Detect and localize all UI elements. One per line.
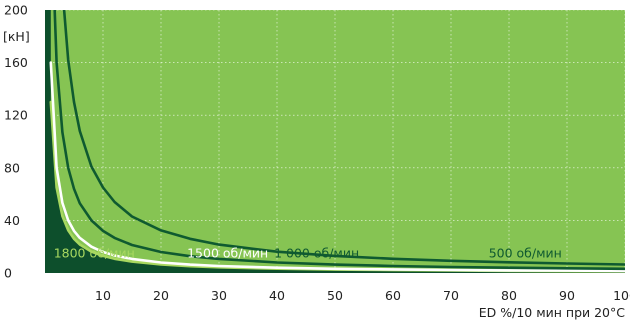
x-tick-label-9: 100 (613, 288, 630, 303)
x-tick-label-1: 20 (153, 288, 169, 303)
series-line-2 (53, 10, 625, 271)
x-tick-label-3: 40 (269, 288, 285, 303)
y-tick-label-5: 200 (4, 3, 28, 18)
y-tick-label-3: 120 (4, 108, 28, 123)
x-tick-label-4: 50 (327, 288, 343, 303)
tick-labels: 10 20 30 40 50 60 70 80 90 100 0 40 80 120 160 200 (4, 3, 630, 304)
x-tick-label-8: 90 (559, 288, 575, 303)
series-line-1 (49, 61, 625, 273)
y-tick-label-1: 40 (4, 213, 20, 228)
curve-label-2: 1 000 об/мин (274, 245, 359, 260)
x-tick-label-6: 70 (443, 288, 459, 303)
x-tick-label-5: 60 (385, 288, 401, 303)
plot-background (45, 10, 625, 273)
x-tick-label-0: 10 (95, 288, 111, 303)
curve-label-0: 1800 об/мин (54, 245, 135, 260)
y-axis-label: [кН] (3, 29, 30, 44)
series-line-3 (62, 10, 625, 266)
curve-label-3: 500 об/мин (489, 245, 562, 260)
y-tick-label-0: 0 (4, 266, 12, 281)
y-tick-label-4: 160 (4, 55, 28, 70)
y-tick-label-2: 80 (4, 160, 20, 175)
curve-label-1: 1500 об/мин (187, 245, 268, 260)
x-tick-label-2: 30 (211, 288, 227, 303)
curve-labels: 1800 об/мин 1500 об/мин 1 000 об/мин 500 об… (54, 245, 562, 260)
x-tick-label-7: 80 (501, 288, 517, 303)
curves (49, 10, 625, 273)
x-axis-label: ED %/10 мин при 20°C (479, 305, 626, 320)
